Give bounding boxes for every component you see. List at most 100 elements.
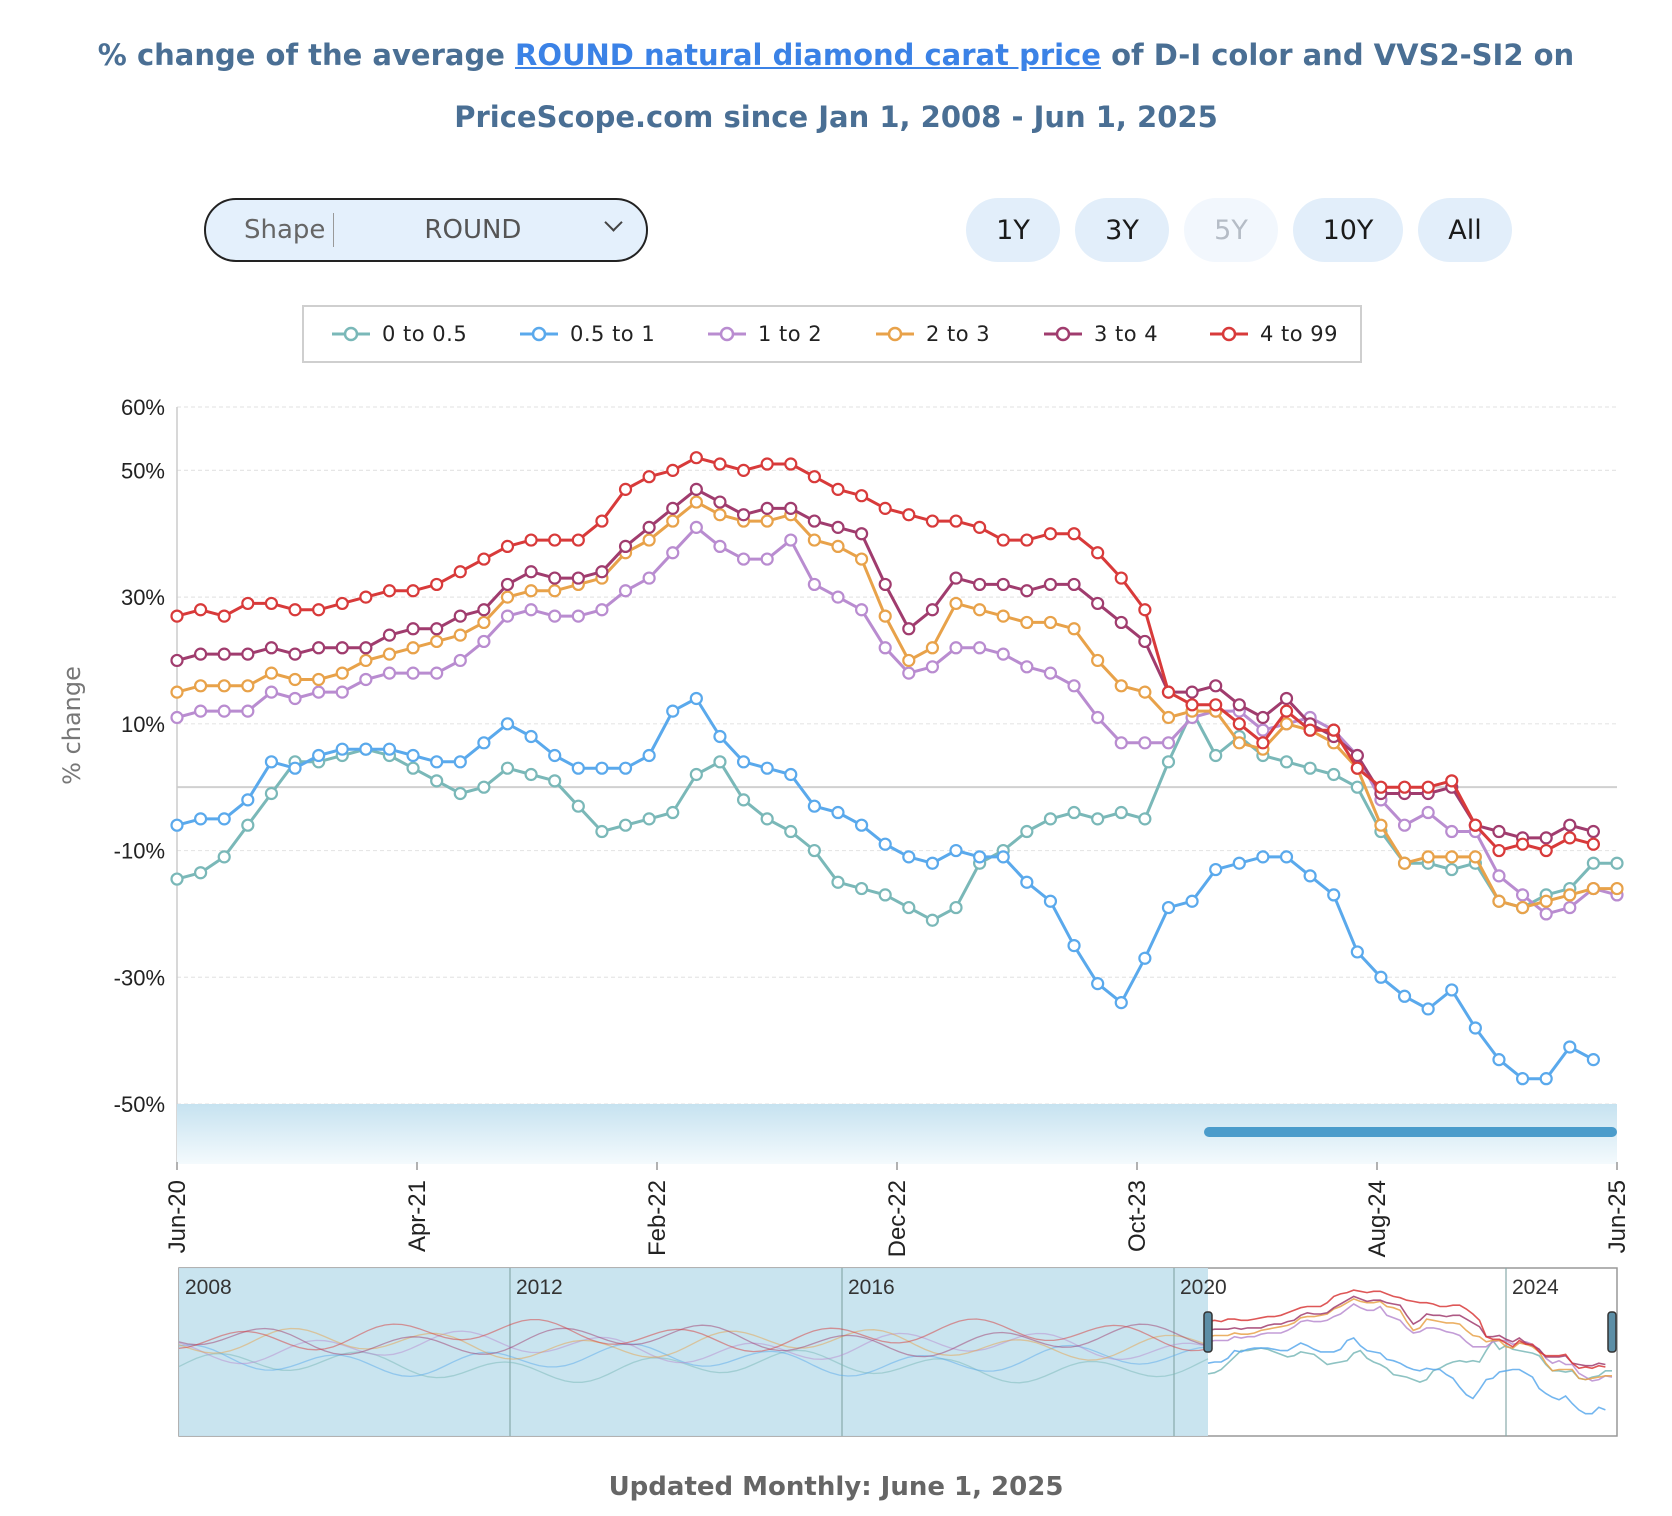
data-point (453, 653, 467, 668)
data-point (241, 818, 255, 832)
data-point (1327, 767, 1341, 782)
data-point (1091, 596, 1105, 611)
range-button-all[interactable]: All (1418, 198, 1512, 262)
data-point (736, 463, 751, 477)
data-point (1067, 577, 1081, 592)
data-point (1468, 1021, 1482, 1035)
data-point (1610, 856, 1624, 870)
navigator-series-line (1207, 1289, 1606, 1370)
series-line (176, 709, 1617, 922)
data-point (595, 824, 609, 839)
data-point (312, 672, 326, 687)
data-point (406, 622, 420, 636)
data-point (453, 565, 467, 579)
data-point (477, 552, 491, 566)
data-point (500, 577, 515, 592)
data-point (264, 755, 279, 769)
data-point (1067, 679, 1081, 693)
legend-marker-3 (876, 326, 914, 342)
data-point (500, 539, 515, 554)
data-point (949, 514, 963, 528)
title-line2: PriceScope.com since Jan 1, 2008 - Jun 1… (454, 100, 1218, 134)
data-point (1091, 977, 1105, 991)
range-button-1y[interactable]: 1Y (966, 198, 1060, 262)
data-point (854, 489, 869, 503)
data-point (1043, 577, 1058, 592)
x-tick-label: Apr-21 (404, 1180, 431, 1252)
data-point (217, 704, 231, 718)
data-point (335, 685, 349, 699)
data-point (382, 584, 397, 598)
navigator-series-line (1207, 1339, 1612, 1383)
data-point (807, 843, 821, 858)
data-point (1256, 850, 1270, 864)
data-point (406, 641, 420, 655)
data-point (1161, 755, 1176, 769)
data-point (241, 793, 255, 807)
navigator-handle-left[interactable] (1203, 1311, 1213, 1353)
data-point (878, 501, 892, 515)
data-point (1185, 894, 1199, 908)
navigator-handle-right[interactable] (1607, 1311, 1617, 1353)
data-point (217, 647, 231, 661)
data-point (878, 577, 892, 592)
data-point (477, 780, 491, 794)
legend-marker-0 (332, 326, 370, 342)
data-point (1138, 603, 1152, 617)
legend-item-1[interactable]: 0.5 to 1 (520, 307, 655, 361)
legend-marker-2 (708, 326, 746, 342)
data-point (902, 850, 916, 864)
data-point (1138, 634, 1152, 649)
data-point (973, 603, 987, 617)
range-button-10y[interactable]: 10Y (1293, 198, 1403, 262)
legend-marker-1 (520, 326, 558, 342)
range-button-5y: 5Y (1184, 198, 1278, 262)
data-point (500, 609, 515, 623)
data-point (1091, 653, 1105, 668)
legend-item-3[interactable]: 2 to 3 (876, 307, 990, 361)
legend-item-4[interactable]: 3 to 4 (1044, 307, 1158, 361)
data-point (1232, 717, 1246, 731)
data-point (1020, 875, 1034, 889)
data-point (241, 647, 255, 661)
data-point (288, 603, 302, 617)
data-point (973, 641, 987, 655)
data-point (760, 761, 774, 775)
legend-item-0[interactable]: 0 to 0.5 (332, 307, 467, 361)
data-point (807, 470, 821, 484)
title-part1: % change of the average (97, 38, 505, 72)
data-point (1445, 850, 1459, 864)
data-point (925, 603, 940, 617)
data-point (382, 742, 397, 756)
data-point (1256, 723, 1270, 737)
series-5 (170, 451, 1600, 858)
title-link[interactable]: ROUND natural diamond carat price (514, 38, 1101, 72)
range-button-3y[interactable]: 3Y (1075, 198, 1169, 262)
data-point (1209, 748, 1223, 763)
data-point (996, 533, 1010, 547)
shape-select-label: Shape (244, 213, 335, 247)
legend-item-2[interactable]: 1 to 2 (708, 307, 822, 361)
data-point (1610, 881, 1624, 896)
data-point (1492, 869, 1506, 883)
legend-item-5[interactable]: 4 to 99 (1210, 307, 1338, 361)
data-point (996, 850, 1010, 864)
data-point (1209, 679, 1223, 693)
data-point (548, 609, 562, 623)
data-point (1563, 888, 1577, 902)
legend-label-0: 0 to 0.5 (382, 322, 468, 346)
data-point (1043, 894, 1058, 908)
legend-label-3: 2 to 3 (926, 322, 991, 346)
data-point (1232, 736, 1246, 750)
x-tick-label: Jun-20 (164, 1180, 191, 1253)
data-point (1539, 907, 1553, 921)
data-point (217, 850, 231, 864)
data-point (760, 457, 774, 471)
data-point (666, 704, 680, 718)
data-point (500, 761, 515, 775)
data-point (1043, 527, 1058, 541)
data-point (784, 533, 798, 547)
data-point (1445, 824, 1459, 839)
shape-select[interactable]: Shape ROUND (204, 198, 648, 262)
data-point (241, 704, 255, 718)
